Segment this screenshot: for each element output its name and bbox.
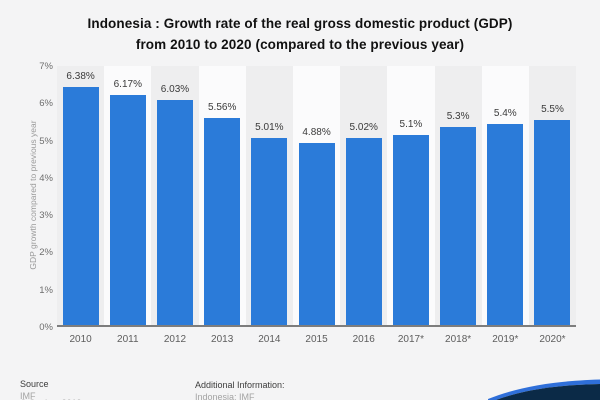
category-column: 5.4% 2019* [481,66,529,345]
category-column: 5.02% 2016 [340,66,388,345]
x-axis-tick-label: 2016 [352,334,375,345]
additional-info-value: Indonesia; IMF [195,392,255,400]
additional-info-block: Additional Information: Indonesia; IMF [195,379,285,400]
bar-value-label: 4.88% [302,127,331,139]
x-axis-tick-label: 2011 [117,334,139,345]
bar-2020[interactable] [534,119,571,325]
y-axis-tick-label: 1% [39,284,53,296]
x-axis-tick-label: 2019* [492,334,519,345]
bar-2015[interactable] [298,143,335,325]
x-axis-tick-label: 2010 [69,334,92,345]
bar-value-label: 5.3% [446,111,470,123]
bar-value-label: 6.17% [113,78,142,90]
bar-value-label: 6.38% [66,71,95,83]
source-block: Source IMF [20,378,49,400]
y-axis-tick-label: 2% [39,247,53,259]
bar-value-label: 5.4% [493,107,517,119]
x-axis-tick-label: 2018* [445,334,472,345]
x-axis-tick-label: 2014 [258,334,281,345]
bar-2014[interactable] [251,138,288,325]
x-axis-tick-label: 2015 [305,334,328,345]
x-axis-tick-label: 2013 [211,334,234,345]
bar-2017[interactable] [392,134,429,325]
bar-value-label: 5.02% [349,121,378,133]
category-column: 5.1% 2017* [387,66,435,345]
bar-2019[interactable] [487,123,524,325]
bar-2010[interactable] [62,87,99,325]
bar-value-label: 5.1% [399,118,423,130]
category-column: 5.56% 2013 [198,66,246,345]
bar-2018[interactable] [440,127,477,325]
statista-logo-icon [488,379,600,400]
category-column: 5.3% 2018* [434,66,482,345]
bar-2016[interactable] [345,137,382,325]
source-value[interactable]: IMF [20,391,36,400]
copyright-note: © Statista 2019 [20,398,82,400]
y-axis-tick-label: 6% [39,98,53,110]
category-column: 4.88% 2015 [292,66,341,345]
category-column: 6.17% 2011 [104,66,152,345]
y-axis-tick-label: 4% [39,172,53,184]
chart-title: Indonesia : Growth rate of the real gros… [0,13,600,55]
chart-title-line2: from 2010 to 2020 (compared to the previ… [135,37,465,52]
category-column: 6.38% 2010 [57,66,105,345]
x-axis-tick-label: 2012 [163,334,187,345]
y-axis-tick-label: 0% [39,322,53,333]
y-axis-tick-label: 5% [39,135,53,147]
y-axis-tick-label: 3% [39,210,53,222]
category-column: 6.03% 2012 [151,66,199,345]
bar-2013[interactable] [204,117,241,325]
additional-info-label: Additional Information: [195,380,285,390]
bar-2011[interactable] [109,94,146,325]
x-axis-tick-label: 2020* [539,334,566,345]
bar-value-label: 5.5% [541,103,564,115]
category-column: 5.5% 2020* [528,66,577,345]
chart-title-line1: Indonesia : Growth rate of the real gros… [87,16,513,31]
category-column: 5.01% 2014 [245,66,293,345]
bar-value-label: 6.03% [160,84,190,96]
bar-value-label: 5.01% [255,122,284,134]
y-axis-tick-label: 7% [39,61,53,72]
source-label: Source [20,379,49,389]
x-axis-tick-label: 2017* [397,334,424,345]
bar-2012[interactable] [156,100,193,325]
plot-area: 6.38% 2010 6.17% 2011 6.03% 2012 5.56% 2013 5.01… [57,66,577,345]
bar-value-label: 5.56% [207,101,237,113]
